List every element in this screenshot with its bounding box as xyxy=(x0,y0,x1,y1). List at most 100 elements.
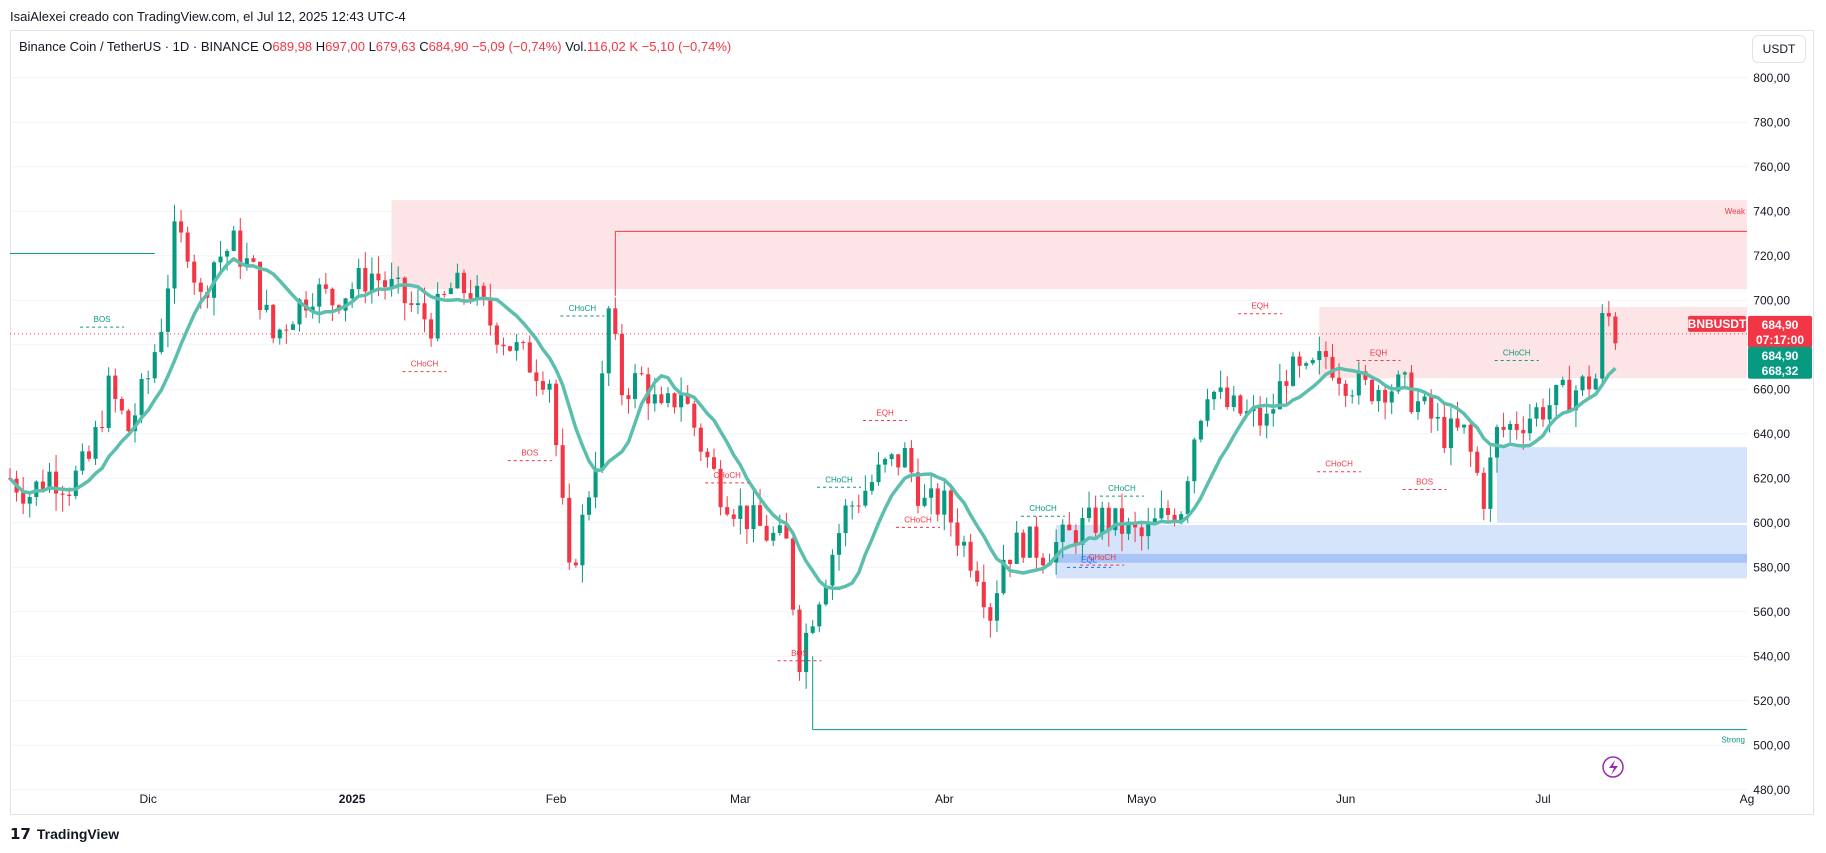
candle-body[interactable] xyxy=(1087,507,1092,519)
candle-body[interactable] xyxy=(560,445,565,498)
candle-body[interactable] xyxy=(968,541,973,571)
candle-body[interactable] xyxy=(251,258,256,262)
candle-body[interactable] xyxy=(1258,407,1263,426)
candle-body[interactable] xyxy=(1073,530,1078,545)
candle-body[interactable] xyxy=(119,398,124,411)
candle-body[interactable] xyxy=(744,505,749,530)
candle-body[interactable] xyxy=(1172,514,1177,522)
candle-body[interactable] xyxy=(948,490,953,523)
candle-body[interactable] xyxy=(922,497,927,506)
candle-body[interactable] xyxy=(218,256,223,263)
candle-body[interactable] xyxy=(817,604,822,627)
candle-body[interactable] xyxy=(1284,381,1289,386)
candle-body[interactable] xyxy=(981,581,986,608)
candle-body[interactable] xyxy=(1363,371,1368,380)
candle-body[interactable] xyxy=(988,607,993,621)
candle-body[interactable] xyxy=(93,427,98,459)
candle-body[interactable] xyxy=(1356,371,1361,396)
candle-body[interactable] xyxy=(139,379,144,416)
candle-body[interactable] xyxy=(238,230,243,267)
candle-body[interactable] xyxy=(869,482,874,491)
candle-body[interactable] xyxy=(1238,395,1243,414)
candle-body[interactable] xyxy=(455,272,460,289)
candle-body[interactable] xyxy=(165,288,170,332)
candle-body[interactable] xyxy=(883,459,888,465)
candle-body[interactable] xyxy=(1113,508,1118,531)
candle-body[interactable] xyxy=(435,293,440,339)
candle-body[interactable] xyxy=(277,329,282,339)
candle-body[interactable] xyxy=(1225,387,1230,408)
candle-body[interactable] xyxy=(1587,376,1592,390)
candle-body[interactable] xyxy=(1527,418,1532,434)
candle-body[interactable] xyxy=(994,593,999,621)
candle-body[interactable] xyxy=(705,451,710,458)
candle-body[interactable] xyxy=(751,505,756,530)
candle-body[interactable] xyxy=(961,541,967,546)
candle-body[interactable] xyxy=(264,304,269,310)
candle-body[interactable] xyxy=(554,383,559,446)
candle-body[interactable] xyxy=(244,258,249,267)
candle-body[interactable] xyxy=(975,570,980,582)
candle-body[interactable] xyxy=(1508,423,1513,430)
candle-body[interactable] xyxy=(1093,507,1098,533)
candle-body[interactable] xyxy=(1402,372,1407,375)
candle-body[interactable] xyxy=(1494,426,1500,458)
candle-body[interactable] xyxy=(1277,381,1282,410)
candle-body[interactable] xyxy=(580,514,585,566)
candle-body[interactable] xyxy=(501,344,506,347)
candle-body[interactable] xyxy=(198,282,203,292)
candle-body[interactable] xyxy=(1455,418,1460,428)
candle-body[interactable] xyxy=(67,494,72,497)
candle-body[interactable] xyxy=(810,626,815,633)
candle-body[interactable] xyxy=(323,284,328,289)
candle-body[interactable] xyxy=(1080,518,1085,545)
candle-body[interactable] xyxy=(389,278,394,287)
candle-body[interactable] xyxy=(159,331,164,353)
candle-body[interactable] xyxy=(106,375,111,428)
footer-brand[interactable]: 𝟭𝟳 TradingView xyxy=(10,825,119,843)
candle-body[interactable] xyxy=(652,394,657,404)
candle-body[interactable] xyxy=(692,403,697,428)
candle-body[interactable] xyxy=(731,514,736,519)
candle-body[interactable] xyxy=(797,609,802,673)
candle-body[interactable] xyxy=(369,273,374,292)
candle-body[interactable] xyxy=(1152,518,1157,523)
candle-body[interactable] xyxy=(1343,383,1348,396)
candle-body[interactable] xyxy=(586,497,592,515)
candle-body[interactable] xyxy=(1514,423,1519,431)
candle-body[interactable] xyxy=(1540,407,1546,420)
candle-body[interactable] xyxy=(896,454,901,468)
candle-body[interactable] xyxy=(192,261,197,283)
candle-body[interactable] xyxy=(1481,472,1486,509)
candle-body[interactable] xyxy=(396,277,401,279)
candle-body[interactable] xyxy=(1488,457,1493,509)
candle-body[interactable] xyxy=(521,342,526,344)
candle-body[interactable] xyxy=(126,410,131,432)
candle-body[interactable] xyxy=(514,342,519,351)
candle-body[interactable] xyxy=(225,250,230,257)
candle-body[interactable] xyxy=(534,372,539,382)
lightning-icon[interactable] xyxy=(1602,756,1624,778)
candle-body[interactable] xyxy=(1060,524,1065,543)
candle-body[interactable] xyxy=(1067,524,1072,531)
candle-body[interactable] xyxy=(1014,532,1019,564)
candle-body[interactable] xyxy=(382,280,388,287)
candle-body[interactable] xyxy=(179,221,184,233)
candle-body[interactable] xyxy=(915,472,921,506)
candle-body[interactable] xyxy=(475,285,480,299)
candle-body[interactable] xyxy=(633,373,638,399)
candle-body[interactable] xyxy=(718,468,723,508)
candle-body[interactable] xyxy=(376,273,381,281)
candle-body[interactable] xyxy=(804,632,809,673)
candle-body[interactable] xyxy=(1383,389,1388,403)
candle-body[interactable] xyxy=(1271,409,1276,414)
candle-body[interactable] xyxy=(1106,507,1111,531)
candle-body[interactable] xyxy=(540,381,545,390)
candle-body[interactable] xyxy=(1448,418,1453,449)
candle-body[interactable] xyxy=(955,522,960,546)
candle-body[interactable] xyxy=(698,427,703,452)
candle-body[interactable] xyxy=(1034,526,1039,558)
candle-body[interactable] xyxy=(1435,416,1440,419)
candle-body[interactable] xyxy=(113,375,118,399)
